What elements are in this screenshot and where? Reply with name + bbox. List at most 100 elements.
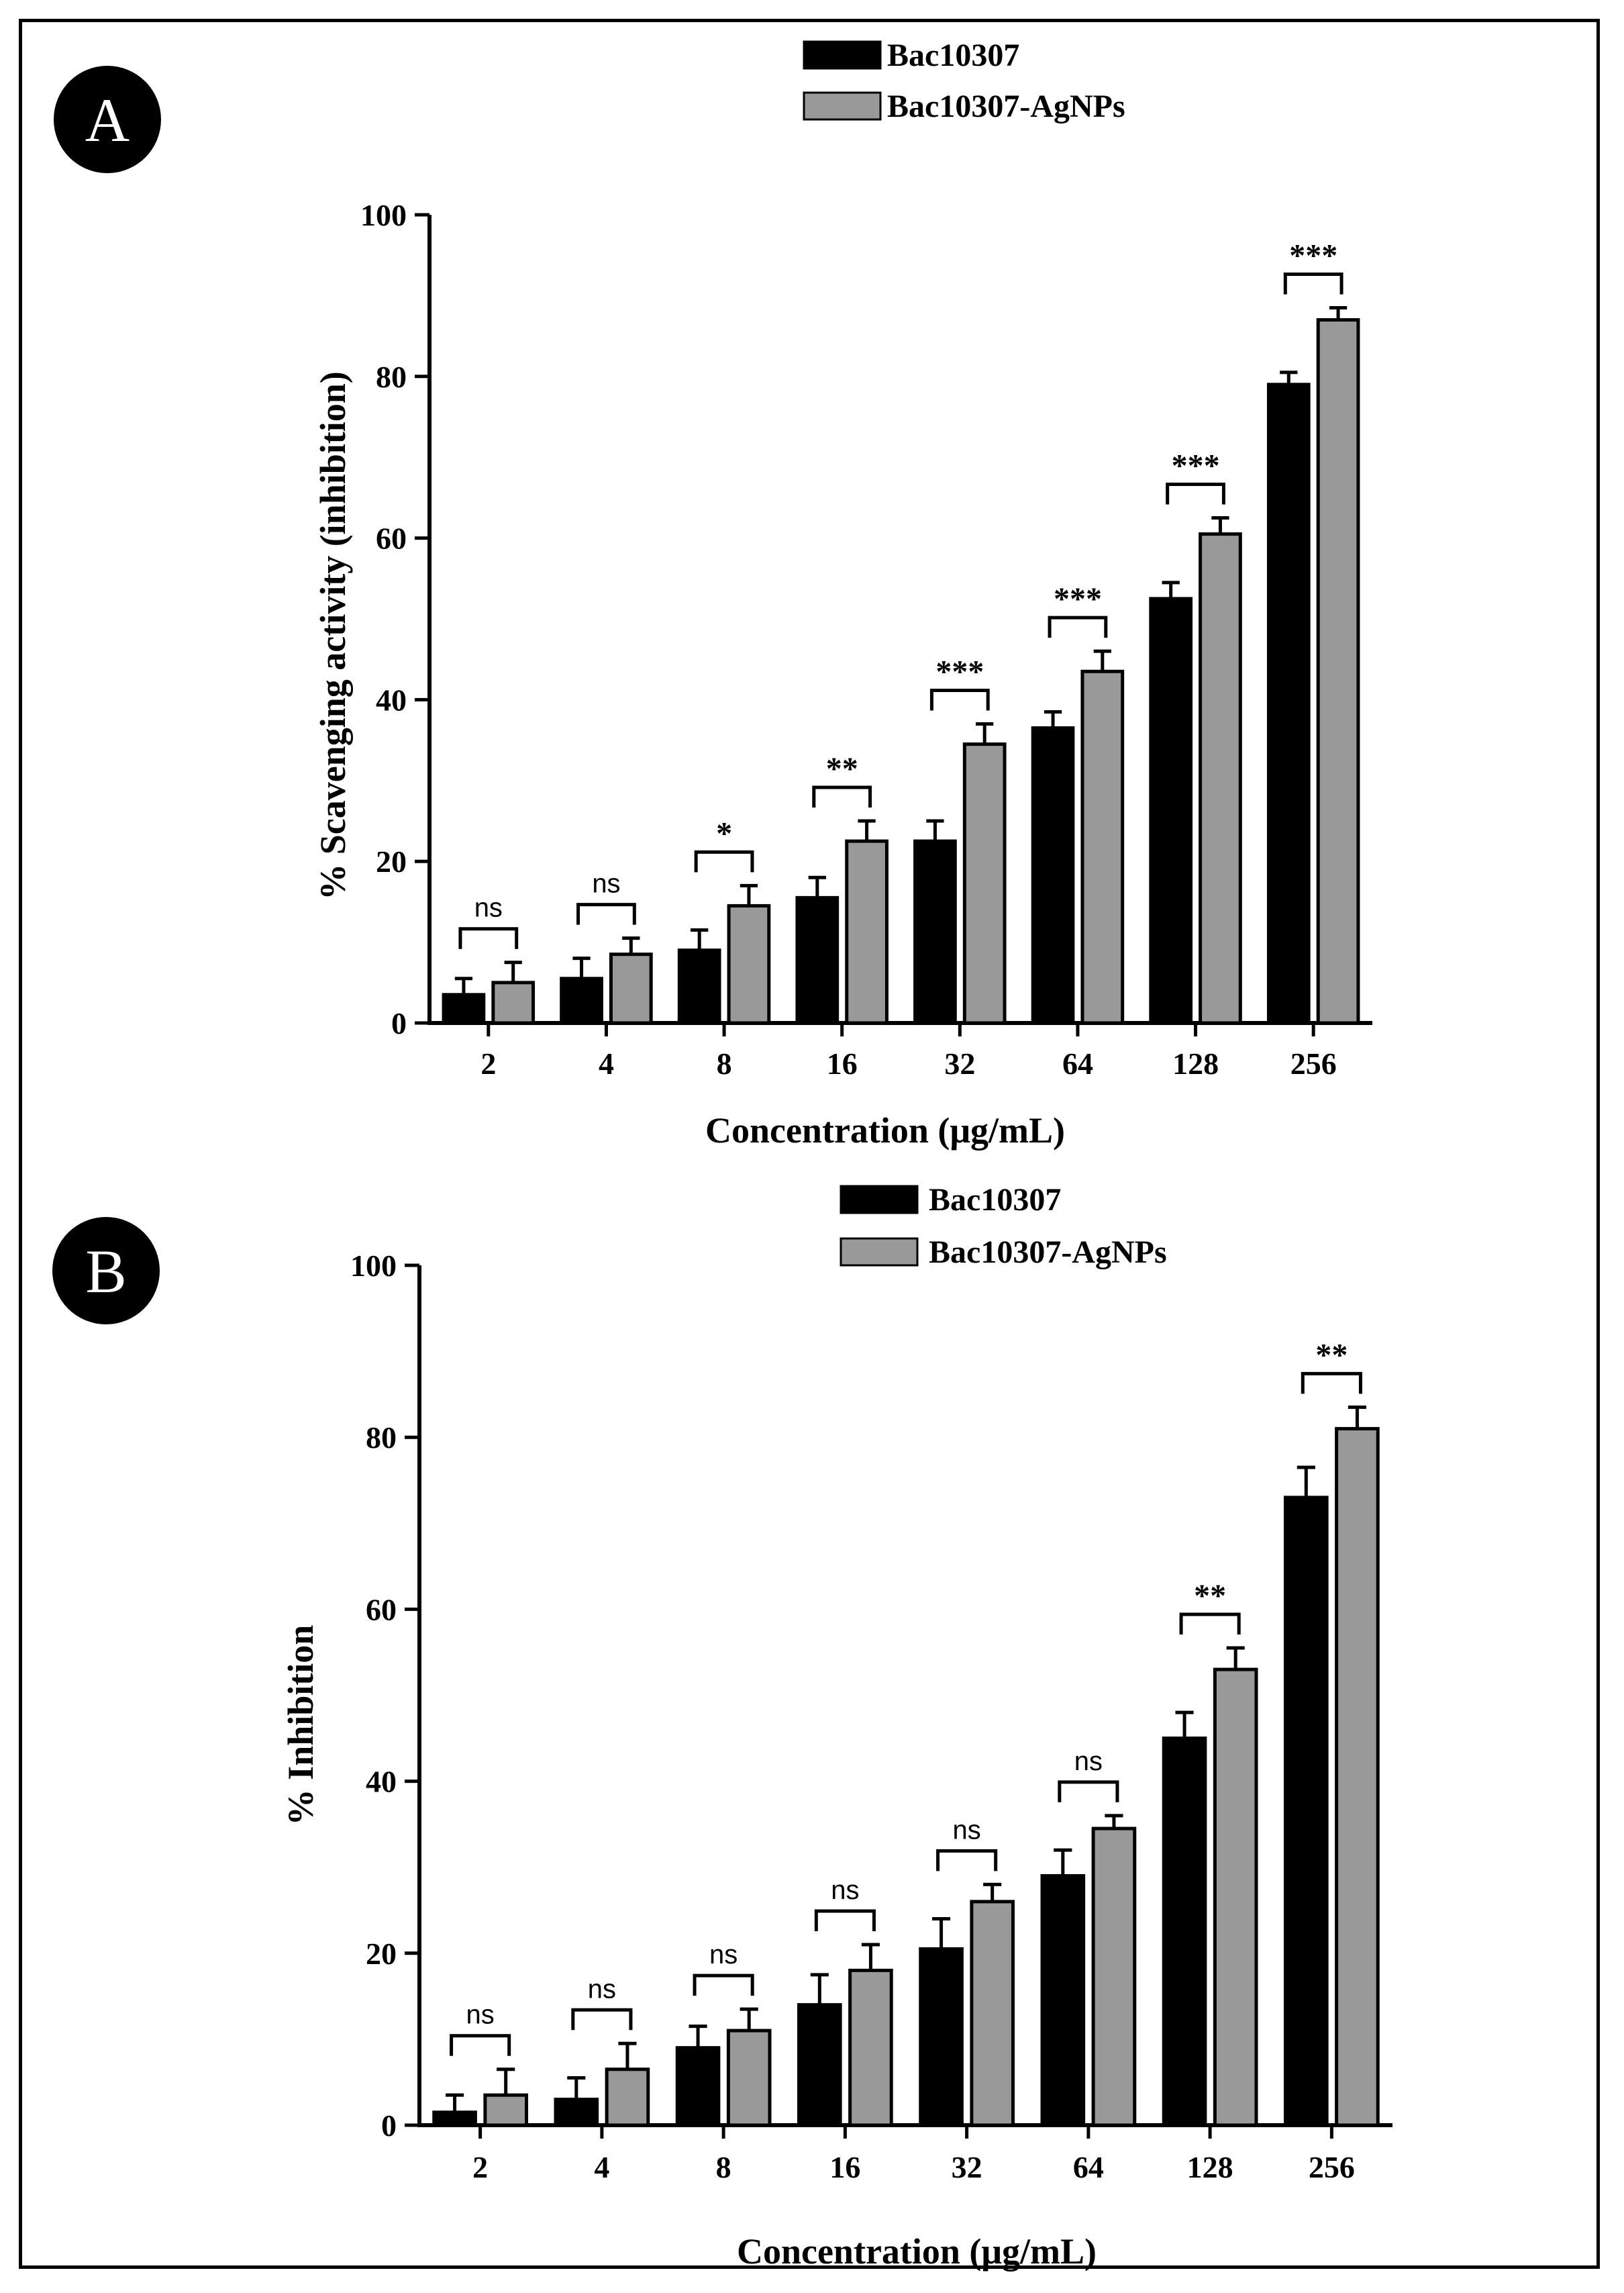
panel-b-x-axis-label: Concentration (μg/mL): [737, 2231, 1097, 2272]
panel-a-significance-label: ***: [1289, 238, 1337, 273]
panel-a-bar: [1266, 383, 1311, 1025]
panel-a-badge: A: [54, 66, 161, 173]
panel-a-legend-swatch-bac10307-agnps: [803, 91, 882, 121]
panel-b-significance-label: **: [1194, 1578, 1226, 1614]
panel-b-x-tick-label: 128: [1187, 2150, 1233, 2184]
panel-a-significance-bracket: [458, 927, 519, 949]
panel-a-legend-swatch-bac10307: [803, 40, 882, 70]
panel-a-significance-label: **: [826, 751, 858, 787]
panel-b: B Bac10307 Bac10307-AgNPs % Inhibition C…: [52, 1182, 1392, 2272]
panel-b-significance-label: ns: [953, 1815, 981, 1845]
panel-a-bar: [913, 839, 957, 1025]
panel-a-x-axis-label: Concentration (μg/mL): [705, 1110, 1065, 1151]
panel-a-bar: [491, 981, 536, 1025]
panel-b-badge: B: [52, 1217, 160, 1324]
panel-b-significance-bracket: [1301, 1371, 1362, 1394]
panel-a-bar: [1199, 532, 1242, 1025]
panel-b-y-tick-label: 40: [366, 1765, 397, 1799]
panel-b-legend-label-bac10307: Bac10307: [929, 1182, 1061, 1218]
panel-a-x-tick-label: 4: [599, 1046, 614, 1081]
panel-a-bar: [1080, 669, 1125, 1025]
panel-b-badge-circle: [52, 1217, 160, 1324]
panel-a-bar: [1316, 318, 1360, 1025]
panel-b-significance-label: **: [1315, 1337, 1348, 1373]
panel-b-legend-label-bac10307-agnps: Bac10307-AgNPs: [929, 1234, 1167, 1270]
panel-a-x-tick-label: 64: [1062, 1046, 1093, 1081]
panel-b-significance-bracket: [693, 1973, 754, 1996]
panel-b-bar: [1213, 1667, 1258, 2127]
panel-a-significance-bracket: [812, 785, 872, 808]
panel-a-y-tick-label: 20: [376, 844, 407, 879]
panel-b-bar: [483, 2093, 528, 2127]
panel-b-bar: [1040, 1874, 1086, 2127]
panel-a-x-tick-label: 128: [1172, 1046, 1219, 1081]
panel-a-y-axis-label: % Scavenging activity (inhibition): [313, 371, 353, 900]
panel-b-bar: [919, 1947, 964, 2127]
panel-a-y-tick-label: 40: [376, 683, 407, 717]
panel-b-significance-label: ns: [709, 1940, 738, 1969]
panel-a-significance-label: ns: [592, 869, 620, 899]
panel-b-bar: [1335, 1426, 1380, 2127]
panel-b-plot: 0 20 40 60 80 100 2 ns 4 ns 8 ns 16 ns 32 ns 64 ns 128 ** 25…: [350, 1249, 1392, 2184]
panel-a-significance-label: ***: [1172, 448, 1220, 484]
panel-a-x-tick-label: 8: [717, 1046, 732, 1081]
panel-b-bar: [1162, 1737, 1207, 2127]
panel-a-significance-bracket: [576, 903, 636, 925]
panel-b-bar: [848, 1968, 893, 2127]
panel-b-bar: [675, 2046, 721, 2127]
panel-b-letter: B: [85, 1237, 126, 1306]
panel-b-significance-bracket: [571, 2008, 633, 2031]
panel-b-y-tick-label: 0: [381, 2108, 397, 2143]
panel-a-significance-bracket: [929, 689, 990, 711]
panel-a-legend: Bac10307 Bac10307-AgNPs: [803, 38, 1125, 124]
panel-b-significance-label: ns: [466, 2000, 495, 2030]
panel-a-y-tick-label: 100: [360, 198, 407, 232]
panel-b-bar: [1091, 1826, 1137, 2127]
panel-b-significance-bracket: [814, 1909, 876, 1931]
panel-a-significance-bracket: [1166, 483, 1225, 505]
panel-a-x-tick-label: 2: [480, 1046, 496, 1081]
panel-b-x-tick-label: 2: [472, 2150, 488, 2184]
panel-b-significance-label: ns: [588, 1974, 616, 2004]
panel-a-significance-label: ***: [1054, 581, 1102, 617]
panel-b-legend: Bac10307 Bac10307-AgNPs: [840, 1182, 1167, 1270]
panel-b-bar: [1284, 1496, 1329, 2127]
panel-b-legend-swatch-bac10307: [840, 1185, 919, 1214]
panel-b-x-tick-label: 64: [1073, 2150, 1104, 2184]
panel-a-y-tick-label: 80: [376, 360, 407, 394]
panel-a-bar: [442, 993, 486, 1025]
panel-a-bar: [795, 895, 840, 1025]
panel-a-y-tick-label: 0: [391, 1006, 407, 1040]
panel-a-legend-label-bac10307-agnps: Bac10307-AgNPs: [887, 89, 1125, 124]
panel-b-significance-label: ns: [1074, 1747, 1103, 1776]
panel-a-bar: [962, 742, 1007, 1025]
panel-a-bar: [845, 839, 889, 1025]
panel-a-x-tick-label: 256: [1290, 1046, 1337, 1081]
panel-a-significance-label: ***: [935, 654, 984, 690]
panel-a-significance-label: ns: [474, 893, 503, 923]
panel-a-bar: [609, 953, 653, 1025]
panel-b-significance-bracket: [1058, 1780, 1119, 1802]
panel-a-legend-label-bac10307: Bac10307: [887, 38, 1019, 73]
panel-b-bar: [726, 2029, 772, 2127]
panel-b-y-tick-label: 60: [366, 1592, 397, 1626]
panel-a-bar: [1149, 597, 1193, 1025]
panel-a-x-tick-label: 32: [944, 1046, 975, 1081]
panel-a-bar: [1031, 726, 1075, 1025]
panel-a-badge-circle: [54, 66, 161, 173]
panel-a-letter: A: [85, 86, 130, 154]
panel-a-bar: [677, 948, 721, 1025]
panel-b-x-tick-label: 16: [829, 2150, 860, 2184]
panel-b-x-tick-label: 8: [716, 2150, 731, 2184]
panel-a-significance-bracket: [694, 850, 754, 873]
panel-b-x-tick-label: 256: [1309, 2150, 1355, 2184]
panel-b-bar: [797, 2003, 842, 2127]
panel-b-bar: [432, 2110, 477, 2127]
panel-a-significance-bracket: [1283, 272, 1343, 295]
panel-b-y-tick-label: 20: [366, 1937, 397, 1971]
panel-b-significance-bracket: [936, 1849, 998, 1871]
panel-b-bar: [970, 1900, 1015, 2127]
panel-b-significance-bracket: [1179, 1612, 1241, 1635]
panel-a-x-tick-label: 16: [827, 1046, 858, 1081]
